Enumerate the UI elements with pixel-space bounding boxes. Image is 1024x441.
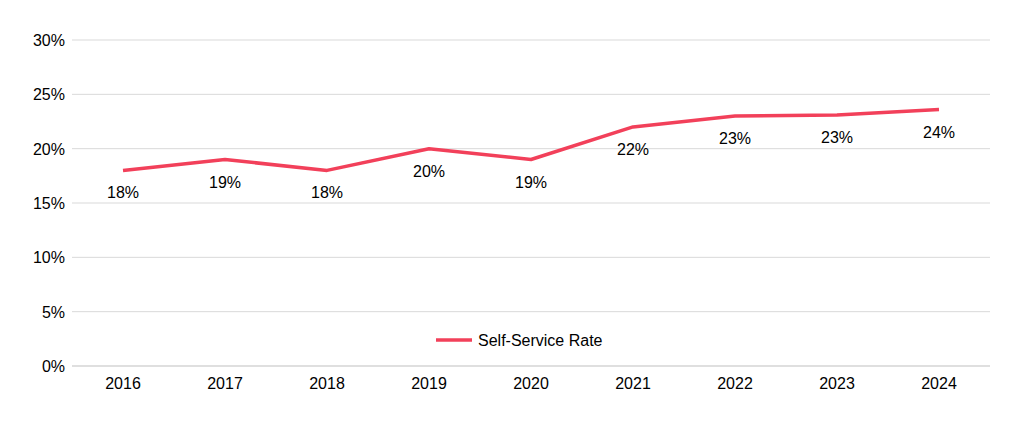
data-label: 20%: [413, 163, 445, 180]
data-label: 18%: [311, 184, 343, 201]
legend-swatch: [436, 338, 472, 342]
grid-line: [72, 203, 990, 204]
x-tick-label: 2016: [105, 375, 141, 392]
x-tick-label: 2024: [921, 375, 957, 392]
grid-line: [72, 257, 990, 258]
data-label: 19%: [515, 174, 547, 191]
grid-line: [72, 148, 990, 149]
y-tick-label: 20%: [33, 141, 65, 158]
legend-label: Self-Service Rate: [478, 332, 603, 349]
x-tick-label: 2019: [411, 375, 447, 392]
data-label: 19%: [209, 174, 241, 191]
data-label: 23%: [821, 129, 853, 146]
chart: 0% 5% 10% 15% 20% 25% 30% 2016 2017 2018 2019 2020 2…: [0, 0, 1024, 441]
y-tick-label: 30%: [33, 32, 65, 49]
legend: Self-Service Rate: [436, 332, 603, 349]
data-label: 23%: [719, 130, 751, 147]
x-tick-label: 2022: [717, 375, 753, 392]
data-label: 18%: [107, 184, 139, 201]
x-tick-label: 2023: [819, 375, 855, 392]
y-tick-label: 15%: [33, 195, 65, 212]
x-tick-label: 2017: [207, 375, 243, 392]
data-label: 22%: [617, 141, 649, 158]
grid-line: [72, 40, 990, 41]
plot-area: [123, 110, 939, 171]
line: [123, 110, 939, 171]
y-tick-label: 0%: [42, 358, 65, 375]
grid-line: [72, 311, 990, 312]
x-tick-label: 2021: [615, 375, 651, 392]
grid-line: [72, 366, 990, 367]
y-tick-label: 25%: [33, 86, 65, 103]
x-tick-label: 2018: [309, 375, 345, 392]
grid-line: [72, 94, 990, 95]
x-tick-label: 2020: [513, 375, 549, 392]
data-label: 24%: [923, 124, 955, 141]
y-tick-label: 10%: [33, 249, 65, 266]
y-tick-label: 5%: [42, 304, 65, 321]
